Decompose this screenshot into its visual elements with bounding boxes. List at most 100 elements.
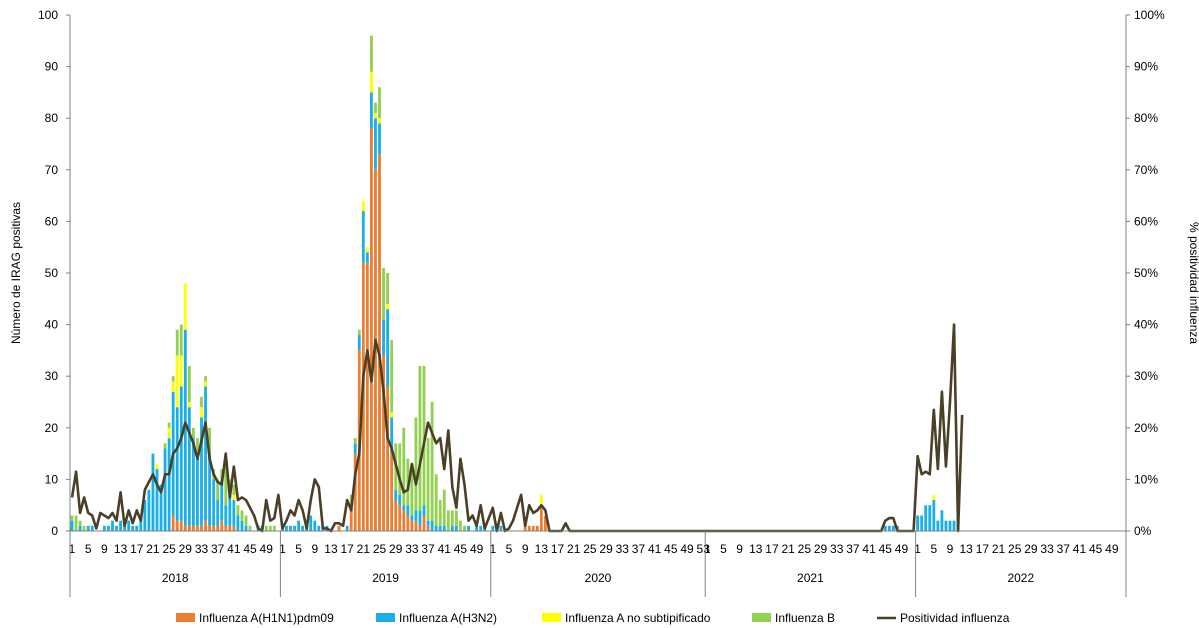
x-tick-label: 37 bbox=[632, 542, 646, 556]
bar-h3n2 bbox=[442, 525, 446, 531]
bar-h3n2 bbox=[418, 510, 422, 526]
bar-h3n2 bbox=[932, 500, 936, 531]
bar-h3n2 bbox=[187, 407, 191, 526]
bar-h1n1 bbox=[531, 525, 535, 531]
x-tick-label: 13 bbox=[535, 542, 549, 556]
x-tick-label: 29 bbox=[179, 542, 193, 556]
bar-h1n1 bbox=[406, 515, 410, 531]
x-tick-label: 37 bbox=[846, 542, 860, 556]
bar-h3n2 bbox=[151, 453, 155, 531]
bar-h1n1 bbox=[196, 525, 199, 531]
bar-h3n2 bbox=[928, 505, 932, 531]
legend-label: Influenza A(H3N2) bbox=[399, 611, 497, 625]
bar-h3n2 bbox=[123, 525, 127, 531]
bar-h3n2 bbox=[289, 525, 292, 531]
y2-tick-label: 80% bbox=[1134, 111, 1158, 125]
bar-h3n2 bbox=[183, 329, 187, 526]
x-tick-label: 49 bbox=[1105, 542, 1119, 556]
y-tick-label: 60 bbox=[45, 214, 59, 228]
bar-h3n2 bbox=[317, 525, 321, 531]
legend-item-b: Influenza B bbox=[752, 611, 835, 625]
bar-h3n2 bbox=[394, 489, 398, 501]
x-tick-label: 49 bbox=[260, 542, 274, 556]
x-tick-label: 29 bbox=[814, 542, 828, 556]
x-tick-label: 1 bbox=[704, 542, 711, 556]
bar-b bbox=[216, 479, 220, 501]
x-tick-label: 21 bbox=[357, 542, 371, 556]
bar-h3n2 bbox=[454, 525, 458, 531]
bar-h3n2 bbox=[244, 525, 248, 531]
bar-h3n2 bbox=[224, 505, 228, 526]
x-tick-label: 9 bbox=[522, 542, 529, 556]
legend-swatch bbox=[542, 613, 561, 622]
bar-b bbox=[446, 510, 450, 531]
bar-h1n1 bbox=[232, 525, 236, 531]
x-tick-label: 45 bbox=[664, 542, 678, 556]
bar-h3n2 bbox=[313, 520, 317, 531]
bar-h1n1 bbox=[365, 262, 369, 531]
bar-b bbox=[410, 463, 414, 516]
x-tick-label: 37 bbox=[1057, 542, 1071, 556]
x-tick-label: 9 bbox=[101, 542, 108, 556]
bar-h1n1 bbox=[204, 520, 207, 531]
bar-h3n2 bbox=[940, 510, 944, 531]
bar-h3n2 bbox=[920, 515, 924, 531]
bar-anosub bbox=[155, 463, 159, 470]
bar-h3n2 bbox=[107, 525, 110, 531]
bar-h3n2 bbox=[200, 417, 203, 526]
bar-h3n2 bbox=[196, 458, 199, 526]
bar-h1n1 bbox=[535, 525, 539, 531]
bar-h3n2 bbox=[179, 386, 183, 521]
x-tick-label: 25 bbox=[373, 542, 387, 556]
bar-b bbox=[357, 329, 361, 335]
y-tick-label: 80 bbox=[45, 111, 59, 125]
bar-h3n2 bbox=[382, 319, 385, 356]
y-tick-label: 70 bbox=[45, 163, 59, 177]
bar-anosub bbox=[171, 381, 175, 392]
bar-h3n2 bbox=[491, 525, 495, 531]
year-label: 2019 bbox=[372, 571, 399, 585]
bar-h3n2 bbox=[143, 500, 147, 531]
bar-h3n2 bbox=[159, 484, 163, 531]
bar-h1n1 bbox=[208, 525, 212, 531]
legend-swatch bbox=[376, 613, 395, 622]
x-tick-label: 17 bbox=[340, 542, 354, 556]
bar-anosub bbox=[187, 402, 191, 408]
bar-h1n1 bbox=[402, 510, 406, 531]
x-tick-label: 41 bbox=[227, 542, 241, 556]
x-tick-label: 21 bbox=[781, 542, 795, 556]
bar-h3n2 bbox=[135, 525, 139, 531]
x-tick-label: 53 bbox=[697, 542, 711, 556]
x-tick-label: 17 bbox=[976, 542, 990, 556]
bar-h1n1 bbox=[191, 525, 195, 531]
bar-h3n2 bbox=[414, 510, 418, 521]
x-tick-label: 17 bbox=[765, 542, 779, 556]
bar-h3n2 bbox=[952, 520, 956, 531]
bar-h3n2 bbox=[365, 252, 369, 263]
bar-b bbox=[454, 510, 458, 526]
bar-b bbox=[353, 438, 357, 444]
bar-h3n2 bbox=[402, 505, 406, 511]
bar-b bbox=[171, 376, 175, 382]
bar-h1n1 bbox=[394, 500, 398, 531]
bar-h3n2 bbox=[345, 525, 349, 531]
x-tick-label: 33 bbox=[1040, 542, 1054, 556]
x-tick-label: 33 bbox=[405, 542, 419, 556]
bar-h1n1 bbox=[370, 128, 373, 531]
x-tick-label: 1 bbox=[69, 542, 76, 556]
bar-b bbox=[179, 324, 183, 356]
x-tick-label: 41 bbox=[862, 542, 876, 556]
y2-tick-label: 40% bbox=[1134, 318, 1158, 332]
y2-tick-label: 30% bbox=[1134, 369, 1158, 383]
x-tick-label: 5 bbox=[720, 542, 727, 556]
bar-h3n2 bbox=[944, 520, 948, 531]
bar-h3n2 bbox=[936, 520, 940, 531]
bar-h3n2 bbox=[212, 479, 216, 526]
legend-swatch bbox=[752, 613, 771, 622]
x-tick-label: 17 bbox=[551, 542, 565, 556]
bar-h3n2 bbox=[406, 505, 410, 516]
bar-h3n2 bbox=[499, 525, 503, 531]
bar-b bbox=[208, 427, 212, 454]
bar-anosub bbox=[374, 113, 377, 119]
x-tick-label: 5 bbox=[506, 542, 513, 556]
